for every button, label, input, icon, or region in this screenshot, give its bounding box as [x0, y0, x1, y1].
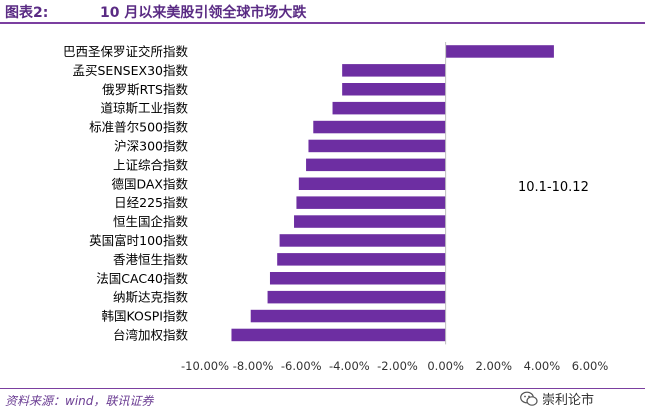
category-label: 法国CAC40指数	[96, 271, 188, 286]
category-label: 台湾加权指数	[113, 327, 189, 342]
category-label: 上证综合指数	[113, 157, 189, 172]
category-label: 德国DAX指数	[111, 176, 188, 191]
bar	[445, 45, 554, 58]
category-label: 日经225指数	[114, 195, 188, 210]
bar	[296, 196, 446, 209]
category-label: 标准普尔500指数	[89, 120, 188, 135]
category-label: 俄罗斯RTS指数	[102, 82, 188, 97]
tick-label: -2.00%	[377, 359, 418, 373]
bar	[294, 215, 446, 228]
bar	[267, 290, 446, 304]
category-label: 沪深300指数	[114, 138, 188, 153]
source-note: 资料来源：wind，联讯证券	[5, 394, 154, 408]
figure-header: 图表2: 10 月以来美股引领全球市场大跌	[0, 0, 645, 24]
category-labels: 巴西圣保罗证交所指数孟买SENSEX30指数俄罗斯RTS指数道琼斯工业指数标准普…	[63, 44, 189, 343]
bar	[269, 272, 446, 285]
bar	[308, 139, 446, 153]
bar	[306, 158, 446, 172]
tick-label: 0.00%	[427, 359, 464, 373]
tick-label: -4.00%	[329, 359, 370, 373]
footer-divider	[0, 388, 645, 389]
bar	[277, 253, 446, 266]
category-label: 纳斯达克指数	[113, 290, 189, 305]
tick-labels: -10.00% -8.00% -6.00% -4.00% -2.00% 0.00% 2.00…	[181, 359, 608, 373]
tick-label: 2.00%	[475, 359, 512, 373]
tick-label: 4.00%	[524, 359, 561, 373]
category-label: 道琼斯工业指数	[100, 101, 188, 116]
category-label: 孟买SENSEX30指数	[73, 63, 189, 78]
bars-group	[231, 45, 554, 342]
tick-label: -8.00%	[233, 359, 274, 373]
bar	[250, 309, 446, 323]
bar	[332, 101, 446, 115]
category-label: 香港恒生指数	[113, 252, 189, 267]
date-range-annotation: 10.1-10.12	[518, 180, 589, 195]
bar	[313, 120, 446, 134]
figure-title: 10 月以来美股引领全球市场大跌	[100, 5, 307, 21]
bar	[231, 328, 446, 342]
bar	[279, 234, 446, 247]
watermark-text: 崇利论市	[542, 393, 595, 408]
tick-label: 6.00%	[572, 359, 609, 373]
figure-label: 图表2:	[5, 5, 49, 21]
category-label: 恒生国企指数	[113, 214, 189, 229]
bar	[298, 177, 446, 190]
category-label: 英国富时100指数	[89, 233, 188, 248]
bar	[342, 83, 446, 96]
bar	[342, 64, 446, 77]
category-label: 韩国KOSPI指数	[101, 309, 188, 324]
wechat-icon	[520, 391, 538, 406]
category-label: 巴西圣保罗证交所指数	[63, 44, 189, 59]
tick-label: -10.00%	[181, 359, 229, 373]
watermark: 崇利论市	[520, 389, 594, 408]
tick-label: -6.00%	[281, 359, 322, 373]
